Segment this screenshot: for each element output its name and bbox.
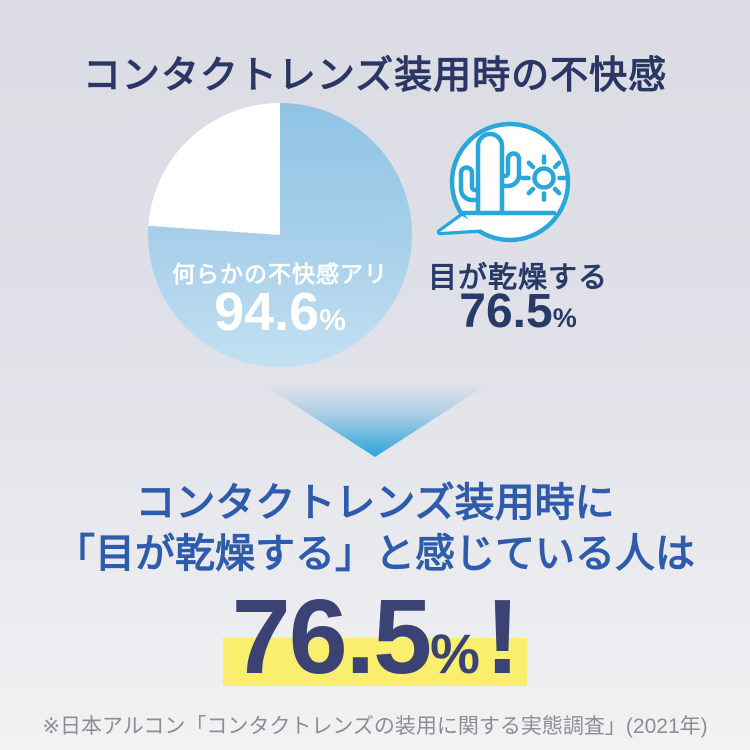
big-value-unit: % xyxy=(430,622,480,685)
source-citation: ※日本アルコン「コンタクトレンズの装用に関する実態調査」(2021年) xyxy=(42,715,708,738)
callout-value-unit: % xyxy=(552,303,577,333)
big-statistic-value: 76.5%! xyxy=(0,584,750,707)
bubble-tail-merge xyxy=(440,216,488,232)
conclusion-line-2: 「目が乾燥する」と感じている人は xyxy=(55,532,695,576)
callout-value: 76.5% xyxy=(420,286,616,344)
big-statistic: 76.5%! xyxy=(0,584,750,696)
page-title: コンタクトレンズ装用時の不快感 xyxy=(82,55,668,97)
sun-icon xyxy=(520,154,568,202)
pie-chart: 何らかの不快感アリ 94.6% xyxy=(148,103,412,367)
pie-slice-label: 何らかの不快感アリ xyxy=(172,261,388,287)
callout-value-number: 76.5 xyxy=(459,285,553,338)
yellow-highlight xyxy=(223,638,527,686)
big-value-exclamation: ! xyxy=(484,578,520,696)
down-arrow-icon xyxy=(262,384,488,457)
callout-label: 目が乾燥する xyxy=(427,262,608,294)
big-value-number: 76.5 xyxy=(231,578,432,696)
conclusion-line-1: コンタクトレンズ装用時に xyxy=(135,481,615,525)
cactus-icon xyxy=(458,131,557,216)
pie-slice-value: 94.6% xyxy=(148,281,412,352)
pie-value-unit: % xyxy=(319,304,346,337)
pie-value-number: 94.6 xyxy=(214,282,320,342)
speech-bubble xyxy=(436,121,571,243)
